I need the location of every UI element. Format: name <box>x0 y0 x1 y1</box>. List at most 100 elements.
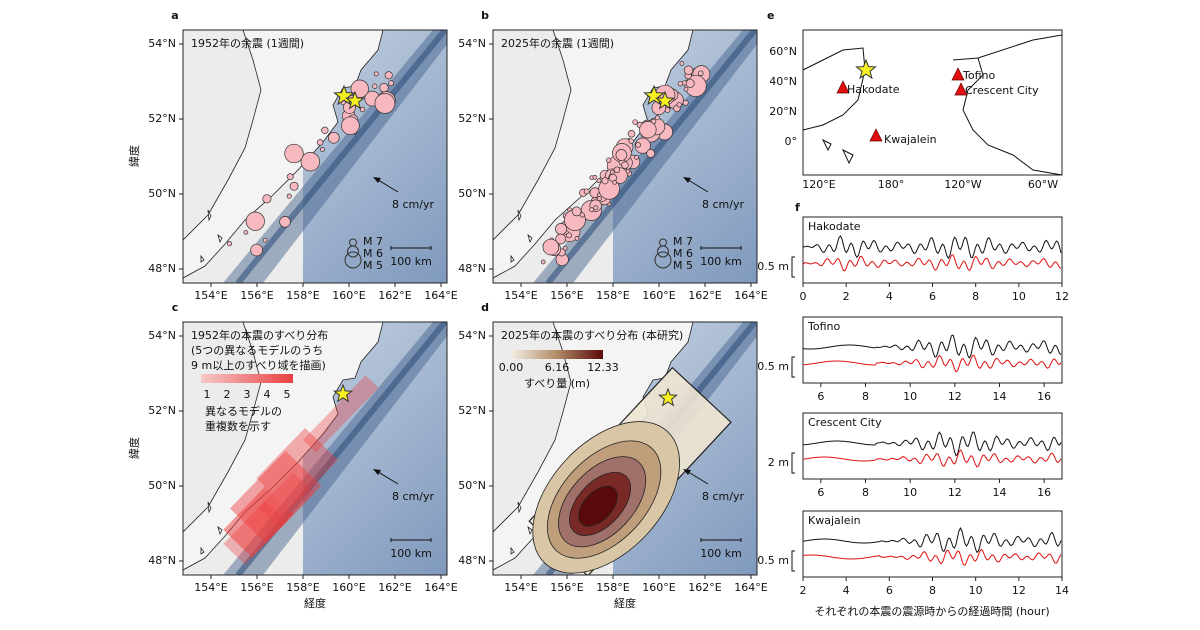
aftershock <box>250 243 263 257</box>
map-panel: b 2025年の余震 (1週間) 54°N 52°N 50°N 48°N 154°E 156°… <box>458 9 768 302</box>
aftershock <box>579 212 585 218</box>
aftershock <box>286 193 292 199</box>
x-tick-label: 14 <box>1055 584 1069 597</box>
epicenter-star <box>333 383 353 403</box>
slip-area <box>229 450 322 544</box>
aftershock <box>609 169 615 175</box>
aftershock <box>316 139 324 146</box>
x-tick-label: 16 <box>1037 486 1051 499</box>
x-tick-label: 12 <box>948 390 962 403</box>
land <box>493 30 694 279</box>
scale-bracket <box>791 550 795 572</box>
lat-tick-label: 54°N <box>148 37 176 50</box>
aftershock <box>300 152 320 172</box>
map-frame <box>182 29 448 284</box>
scale-label: 100 km <box>390 547 432 560</box>
island <box>200 501 223 555</box>
lat-tick-label: 50°N <box>148 187 176 200</box>
plot-frame <box>802 510 1063 578</box>
aftershock <box>583 188 590 195</box>
aftershock <box>540 259 546 265</box>
lon-tick-label: 160°E <box>642 581 675 594</box>
plate-arrowhead <box>373 469 381 475</box>
aftershock <box>596 196 602 202</box>
y-axis-label: 緯度 <box>127 437 141 459</box>
scale-label: 100 km <box>700 255 742 268</box>
epicenter-star <box>855 58 877 80</box>
aftershock <box>555 233 567 245</box>
x-tick-label: 12 <box>1055 290 1069 303</box>
colorbar-tick: 12.33 <box>587 361 619 374</box>
epicenter-star <box>658 387 678 407</box>
lon-tick-label: 160°E <box>642 289 675 302</box>
lon-tick-label: 120°E <box>802 178 835 191</box>
aftershock <box>646 149 656 158</box>
lon-tick-label: 162°E <box>378 289 411 302</box>
aftershock <box>635 142 641 148</box>
legend-circle <box>654 251 672 269</box>
aftershock <box>621 161 629 169</box>
aftershock <box>262 194 272 204</box>
aftershock <box>593 205 599 211</box>
scale-label: 0.5 m <box>757 360 789 373</box>
x-tick-label: 8 <box>862 390 869 403</box>
lon-tick-label: 164°E <box>734 289 767 302</box>
lon-tick-label: 156°E <box>240 581 273 594</box>
aftershock <box>359 106 366 113</box>
aftershock <box>374 93 396 114</box>
lat-tick-label: 52°N <box>458 404 486 417</box>
epicenter-star <box>345 90 365 110</box>
x-tick-label: 8 <box>972 290 979 303</box>
tide-panel: Hakodate 0.5 m 0 2 4 6 8 10 12 <box>757 216 1069 303</box>
colorbar-tick: 3 <box>244 388 251 401</box>
lon-tick-label: 154°E <box>194 581 227 594</box>
panel-label: a <box>171 9 178 22</box>
x-tick-label: 16 <box>1037 390 1051 403</box>
lat-tick-label: 20°N <box>769 105 797 118</box>
scale-bracket <box>791 452 795 474</box>
island <box>510 209 533 263</box>
slip-contour <box>578 485 618 527</box>
x-tick-label: 10 <box>969 584 983 597</box>
lat-tick-label: 48°N <box>458 554 486 567</box>
panel-title: 1952年の本震のすべり分布 <box>191 328 328 342</box>
station-label: Crescent City <box>965 84 1039 97</box>
x-tick-label: 10 <box>903 486 917 499</box>
epicenter-star <box>643 84 665 106</box>
station-name: Hakodate <box>808 220 861 233</box>
x-tick-label: 2 <box>843 290 850 303</box>
map-frame <box>492 321 758 576</box>
aftershock <box>589 207 595 213</box>
aftershock <box>613 166 621 174</box>
lat-tick-label: 48°N <box>148 262 176 275</box>
aftershock <box>634 155 639 160</box>
x-tick-label: 6 <box>929 290 936 303</box>
tide-panel: Crescent City 2 m 6 8 10 12 14 16 <box>768 412 1063 499</box>
scale-bar <box>700 538 742 542</box>
scale-bar <box>700 246 742 250</box>
colorbar <box>201 374 293 383</box>
x-tick-label: 4 <box>886 290 893 303</box>
slip-area <box>256 427 339 511</box>
legend-circle <box>659 238 667 247</box>
map-frame <box>802 29 1063 176</box>
velocity-label: 8 cm/yr <box>702 490 744 503</box>
station-name: Crescent City <box>808 416 882 429</box>
slip-area <box>223 486 294 558</box>
legend-label: M 6 <box>363 247 383 260</box>
scale-bracket <box>791 356 795 378</box>
lon-tick-label: 160°E <box>332 581 365 594</box>
colorbar-tick: 0.00 <box>499 361 524 374</box>
x-tick-label: 4 <box>843 584 850 597</box>
pacific-map: Hakodate Tofino Crescent City Kwajalein e 60°… <box>767 9 1063 191</box>
x-axis-label: 経度 <box>614 596 636 610</box>
x-axis-label: それぞれの本震の震源時からの経過時間 (hour) <box>814 604 1049 618</box>
aftershock <box>319 146 325 152</box>
lon-tick-label: 154°E <box>504 581 537 594</box>
simulated-waveform <box>802 354 1062 373</box>
aftershock <box>628 138 634 144</box>
aftershock <box>279 216 291 228</box>
slip-2025 <box>528 366 732 575</box>
colorbar-tick: 1 <box>204 388 211 401</box>
